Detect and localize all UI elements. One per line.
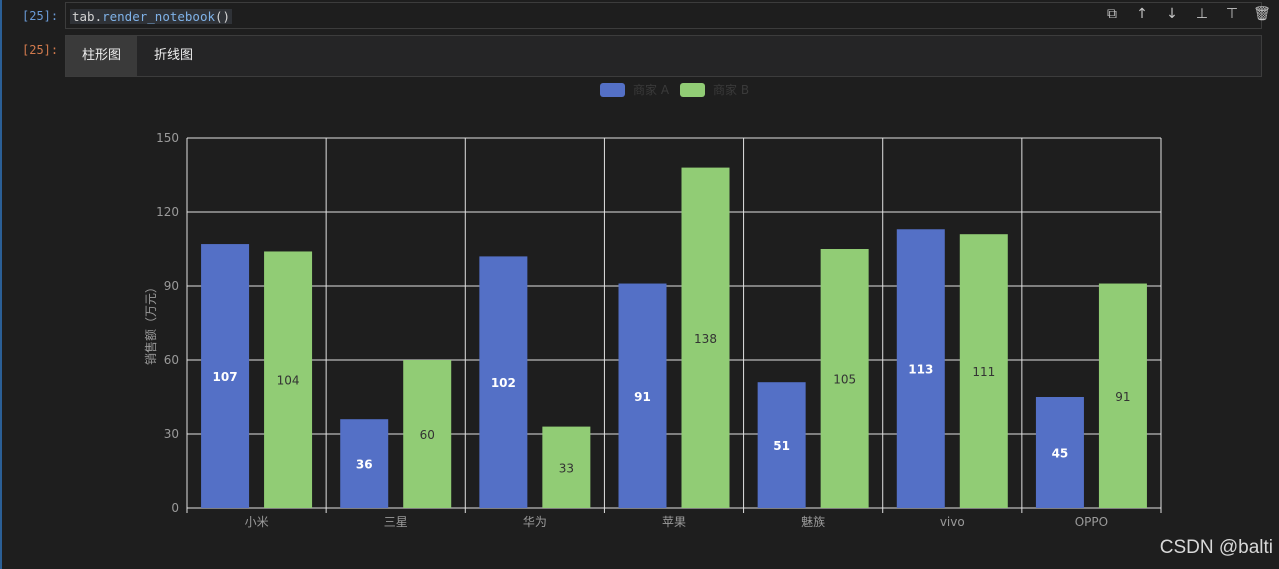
legend-swatch-0: [600, 83, 625, 97]
y-tick-label: 120: [156, 205, 179, 219]
insert-above-icon[interactable]: ⊥: [1195, 6, 1209, 22]
tab-bar-chart[interactable]: 柱形图: [66, 36, 138, 76]
legend-swatch-1: [680, 83, 705, 97]
bar-value-label: 91: [1115, 390, 1130, 404]
bar-value-label: 60: [420, 428, 435, 442]
y-tick-label: 60: [164, 353, 179, 367]
code-parens: (): [215, 9, 231, 24]
bar-1-6: [1098, 283, 1147, 508]
bar-0-1: [340, 419, 389, 508]
legend-label-0: 商家 A: [633, 82, 670, 97]
bar-0-6: [1035, 397, 1084, 508]
bar-chart: 商家 A 商家 B 0 30 60 90 120 150 销售额（万元） 107 104 小米 36 60…: [143, 82, 1162, 529]
y-tick-label: 0: [171, 501, 179, 515]
bar-1-0: [264, 251, 313, 508]
tab-line-chart[interactable]: 折线图: [154, 48, 194, 63]
input-prompt: [25]:: [22, 9, 59, 23]
move-down-icon[interactable]: ↓: [1166, 6, 1178, 22]
bar-0-3: [618, 283, 667, 508]
bar-1-4: [820, 249, 869, 508]
bar-value-label: 36: [356, 458, 373, 472]
bar-0-2: [479, 256, 528, 508]
x-tick-label: 三星: [384, 515, 408, 529]
bar-value-label: 45: [1052, 447, 1069, 461]
code-dot: .: [94, 9, 103, 24]
bar-value-label: 102: [491, 376, 516, 390]
x-tick-label: 华为: [523, 515, 547, 529]
code-cell[interactable]: tab.render_notebook(): [65, 2, 1262, 29]
cell-toolbar: ⧉ ↑ ↓ ⊥ ⊤ 🗑: [1104, 6, 1271, 22]
y-tick-label: 90: [164, 279, 179, 293]
bar-value-label: 91: [634, 390, 651, 404]
y-tick-label: 150: [156, 131, 179, 145]
bar-1-1: [403, 360, 452, 508]
x-tick-label: 苹果: [662, 515, 686, 529]
bar-value-label: 51: [773, 439, 790, 453]
code-line[interactable]: tab.render_notebook(): [70, 9, 233, 24]
tab-bar: 柱形图 折线图: [65, 35, 1262, 77]
bar-value-label: 113: [908, 363, 933, 377]
bar-value-label: 105: [833, 373, 856, 387]
x-tick-label: OPPO: [1075, 515, 1108, 529]
y-axis-title: 销售额（万元）: [143, 281, 158, 365]
bar-value-label: 111: [972, 365, 995, 379]
watermark: CSDN @balti: [1159, 537, 1273, 558]
x-tick-label: 小米: [245, 515, 269, 529]
x-tick-label: 魅族: [801, 514, 825, 529]
bar-1-2: [542, 426, 591, 508]
code-object: tab: [72, 9, 95, 24]
bar-value-label: 107: [213, 370, 238, 384]
cell-focus-rail: [0, 0, 2, 569]
insert-below-icon[interactable]: ⊤: [1225, 6, 1239, 22]
legend-label-1: 商家 B: [713, 82, 749, 97]
x-tick-label: vivo: [940, 515, 965, 529]
move-up-icon[interactable]: ↑: [1136, 6, 1148, 22]
bar-value-label: 138: [694, 332, 717, 346]
bar-1-3: [681, 167, 730, 508]
bar-0-5: [896, 229, 945, 508]
bar-value-label: 104: [277, 374, 300, 388]
code-method: render_notebook: [102, 9, 215, 24]
bar-0-0: [201, 244, 250, 509]
bar-1-5: [959, 234, 1008, 508]
output-prompt: [25]:: [22, 43, 59, 57]
copy-icon[interactable]: ⧉: [1107, 6, 1117, 22]
delete-icon[interactable]: 🗑: [1253, 6, 1271, 22]
bar-0-4: [757, 382, 806, 508]
y-tick-label: 30: [164, 427, 179, 441]
bar-value-label: 33: [559, 461, 574, 475]
